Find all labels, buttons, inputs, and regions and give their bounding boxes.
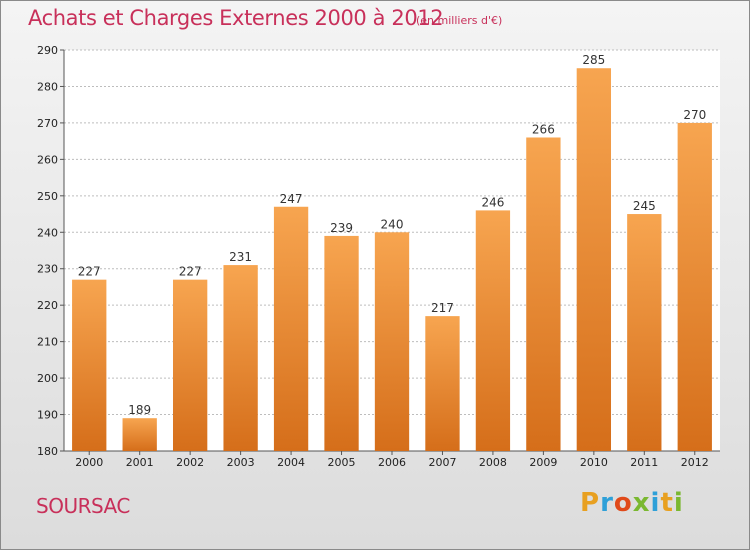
value-label-2005: 239 — [330, 221, 353, 235]
y-tick-label: 250 — [37, 190, 58, 203]
bar-2009 — [526, 137, 561, 451]
chart-title: Achats et Charges Externes 2000 à 2012 — [28, 6, 444, 30]
bar-2012 — [677, 122, 712, 451]
bar-2011 — [627, 214, 662, 451]
value-label-2012: 270 — [683, 108, 706, 122]
y-tick-label: 200 — [37, 372, 58, 385]
logo-letter: x — [632, 488, 651, 518]
value-label-2009: 266 — [532, 122, 555, 136]
x-tick-label-2011: 2011 — [630, 456, 658, 469]
x-tick-label-2004: 2004 — [277, 456, 305, 469]
value-label-2001: 189 — [128, 403, 151, 417]
x-tick-label-2009: 2009 — [529, 456, 557, 469]
x-tick-label-2002: 2002 — [176, 456, 204, 469]
logo-letter: i — [650, 488, 661, 518]
y-tick-label: 210 — [37, 336, 58, 349]
y-tick-label: 290 — [37, 44, 58, 57]
x-tick-label-2003: 2003 — [227, 456, 255, 469]
value-label-2002: 227 — [179, 265, 202, 279]
x-tick-label-2006: 2006 — [378, 456, 406, 469]
value-label-2007: 217 — [431, 301, 454, 315]
bar-2001 — [122, 418, 157, 451]
x-tick-label-2012: 2012 — [681, 456, 709, 469]
bar-2003 — [223, 265, 258, 451]
x-tick-label-2000: 2000 — [75, 456, 103, 469]
bar-2004 — [273, 206, 309, 451]
y-tick-label: 240 — [37, 226, 58, 239]
value-label-2006: 240 — [381, 217, 404, 231]
x-tick-label-2008: 2008 — [479, 456, 507, 469]
value-label-2011: 245 — [633, 199, 656, 213]
y-tick-label: 280 — [37, 80, 58, 93]
logo-letter: P — [580, 488, 601, 518]
place-name: SOURSAC — [36, 494, 130, 518]
value-label-2003: 231 — [229, 250, 252, 264]
y-tick-label: 190 — [37, 409, 58, 422]
x-tick-label-2005: 2005 — [328, 456, 356, 469]
bar-2005 — [324, 235, 359, 451]
value-label-2000: 227 — [78, 265, 101, 279]
y-tick-label: 220 — [37, 299, 58, 312]
proxiti-logo: Proxiti — [580, 488, 684, 518]
bar-2010 — [576, 68, 612, 452]
y-tick-label: 270 — [37, 117, 58, 130]
bar-2000 — [72, 279, 107, 451]
x-tick-label-2010: 2010 — [580, 456, 608, 469]
value-label-2004: 247 — [280, 192, 303, 206]
bar-2006 — [374, 232, 410, 451]
y-tick-label: 260 — [37, 153, 58, 166]
x-tick-label-2001: 2001 — [126, 456, 154, 469]
bar-2008 — [475, 210, 511, 451]
y-tick-label: 180 — [37, 445, 58, 458]
x-tick-label-2007: 2007 — [428, 456, 456, 469]
logo-letter: i — [673, 488, 684, 518]
value-label-2010: 285 — [582, 53, 605, 67]
value-label-2008: 246 — [481, 195, 504, 209]
bar-2002 — [172, 279, 208, 451]
y-tick-label: 230 — [37, 263, 58, 276]
chart-subtitle: (en milliers d'€) — [416, 14, 503, 27]
logo-letter: r — [600, 488, 614, 518]
bar-2007 — [425, 316, 460, 451]
logo-letter: t — [660, 488, 674, 518]
logo-letter: o — [613, 488, 633, 518]
